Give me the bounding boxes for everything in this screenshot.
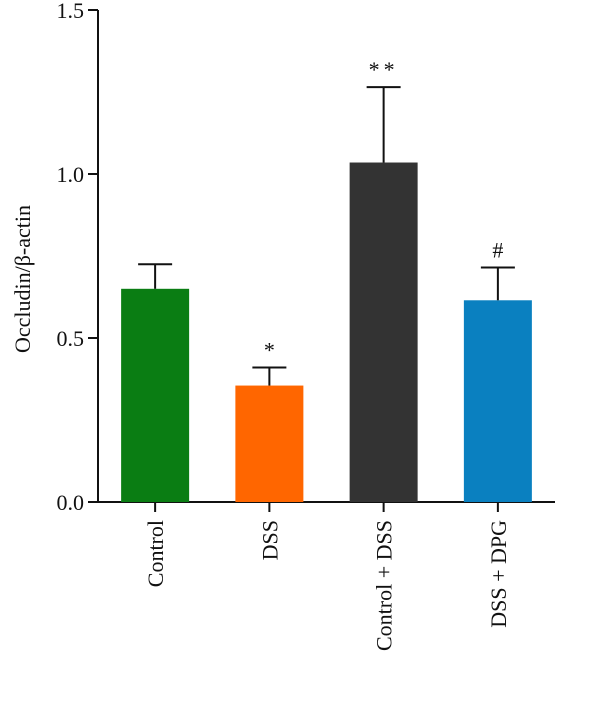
category-label: Control + DSS [372, 520, 397, 651]
category-label: Control [143, 520, 168, 587]
error-bars [138, 86, 515, 386]
category-label: DSS [257, 520, 282, 560]
y-tick-label: 0.5 [57, 326, 85, 351]
bar [121, 288, 190, 502]
y-tick-label: 0.0 [57, 490, 85, 515]
y-tick-label: 1.5 [57, 0, 85, 23]
y-axis-label: Occludin/β-actin [10, 205, 35, 353]
significance-marker: # [492, 237, 503, 262]
significance-marker: * [264, 338, 275, 363]
y-axis: 0.0 0.5 1.0 1.5 [57, 0, 99, 515]
bars [121, 162, 532, 502]
bar [349, 162, 418, 502]
significance-markers: ***# [264, 57, 504, 362]
category-labels: Control DSS Control + DSS DSS + DPG [143, 520, 511, 651]
significance-marker: ** [369, 57, 399, 82]
bar [463, 300, 532, 502]
bar [235, 385, 304, 502]
x-axis [98, 501, 555, 512]
category-label: DSS + DPG [486, 520, 511, 628]
y-tick-label: 1.0 [57, 162, 85, 187]
